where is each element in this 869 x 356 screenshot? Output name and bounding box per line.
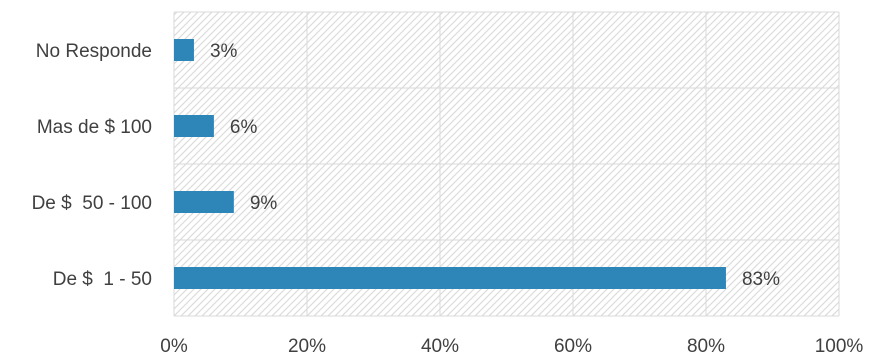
labels: 0% 20% 40% 60% 80% 100% No Responde 3% Mas de $ … (32, 41, 864, 356)
x-tick-label: 60% (554, 336, 592, 356)
x-tick-label: 0% (160, 336, 188, 356)
x-tick-label: 80% (687, 336, 725, 356)
category-label: De $ 50 - 100 (32, 193, 152, 214)
bars (174, 39, 726, 289)
data-label: 83% (742, 269, 780, 290)
data-label: 3% (210, 41, 238, 62)
category-label: No Responde (36, 41, 152, 62)
category-label: De $ 1 - 50 (53, 269, 152, 290)
category-label: Mas de $ 100 (37, 117, 152, 138)
bar (174, 39, 194, 61)
x-tick-label: 40% (421, 336, 459, 356)
data-label: 6% (230, 117, 258, 138)
gridlines (173, 11, 840, 317)
bar (174, 267, 726, 289)
data-label: 9% (250, 193, 278, 214)
x-tick-label: 100% (815, 336, 864, 356)
bar (174, 191, 234, 213)
x-tick-label: 20% (288, 336, 326, 356)
bar (174, 115, 214, 137)
